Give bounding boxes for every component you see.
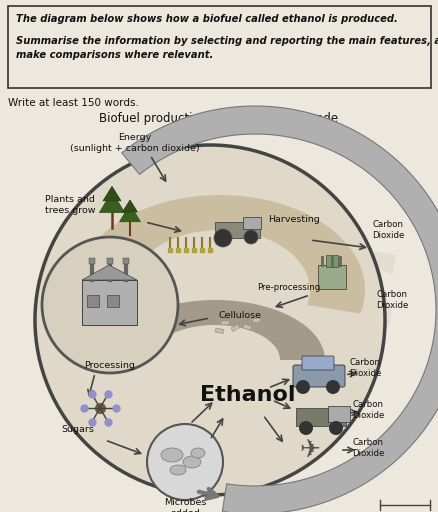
Circle shape	[328, 421, 342, 435]
Polygon shape	[99, 192, 124, 212]
Bar	[220, 319, 229, 325]
Text: Sugars: Sugars	[61, 425, 94, 435]
Circle shape	[147, 424, 223, 500]
Bar	[295, 408, 345, 426]
Circle shape	[213, 229, 231, 247]
Text: Ethanol: Ethanol	[200, 385, 295, 405]
FancyBboxPatch shape	[301, 356, 333, 370]
Bar	[325, 255, 337, 267]
FancyBboxPatch shape	[292, 365, 344, 387]
Text: The diagram below shows how a biofuel called ethanol is produced.: The diagram below shows how a biofuel ca…	[16, 14, 397, 24]
Bar	[107, 258, 113, 264]
Bar	[243, 217, 261, 229]
Bar	[107, 295, 119, 307]
Bar	[250, 319, 258, 326]
Text: Microbes
added: Microbes added	[163, 498, 206, 512]
Ellipse shape	[183, 456, 201, 468]
Text: Plants and
trees grow: Plants and trees grow	[45, 195, 95, 215]
Ellipse shape	[170, 465, 186, 475]
Text: Carbon
Dioxide: Carbon Dioxide	[348, 358, 380, 378]
Bar	[230, 327, 239, 332]
Ellipse shape	[35, 145, 384, 495]
Bar	[327, 406, 349, 422]
Text: Carbon
Dioxide: Carbon Dioxide	[375, 290, 407, 310]
Text: Pre-processing: Pre-processing	[256, 284, 319, 292]
Text: Carbon
Dioxide: Carbon Dioxide	[371, 220, 403, 240]
Bar	[82, 280, 137, 325]
Text: Carbon
Dioxide: Carbon Dioxide	[351, 400, 383, 420]
Bar	[89, 258, 95, 264]
Circle shape	[244, 230, 258, 244]
Bar	[215, 327, 224, 332]
FancyBboxPatch shape	[8, 6, 430, 88]
Circle shape	[42, 237, 177, 373]
Circle shape	[298, 421, 312, 435]
Text: Carbon
Dioxide: Carbon Dioxide	[351, 438, 383, 458]
Text: IELTS: IELTS	[37, 249, 402, 371]
Text: Harvesting: Harvesting	[267, 216, 319, 224]
Text: Biofuel production: how ethanol is made: Biofuel production: how ethanol is made	[99, 112, 338, 125]
Polygon shape	[82, 265, 137, 280]
Circle shape	[295, 380, 309, 394]
Text: Summarise the information by selecting and reporting the main features, and
make: Summarise the information by selecting a…	[16, 36, 438, 60]
Text: Energy
(sunlight + carbon dioxide): Energy (sunlight + carbon dioxide)	[70, 133, 199, 153]
Polygon shape	[121, 106, 438, 512]
Text: ✈: ✈	[299, 438, 320, 462]
Ellipse shape	[161, 448, 183, 462]
Text: Processing: Processing	[85, 360, 135, 370]
Text: Cellulose: Cellulose	[218, 310, 261, 319]
Polygon shape	[103, 186, 121, 201]
Bar	[87, 295, 99, 307]
Bar	[244, 320, 252, 328]
Polygon shape	[119, 204, 140, 222]
Circle shape	[325, 380, 339, 394]
Ellipse shape	[191, 448, 205, 458]
Text: Write at least 150 words.: Write at least 150 words.	[8, 98, 138, 108]
Bar	[317, 265, 345, 289]
Polygon shape	[105, 300, 324, 364]
Bar	[123, 258, 129, 264]
Polygon shape	[122, 200, 137, 212]
Polygon shape	[79, 195, 364, 314]
Bar	[215, 222, 259, 238]
